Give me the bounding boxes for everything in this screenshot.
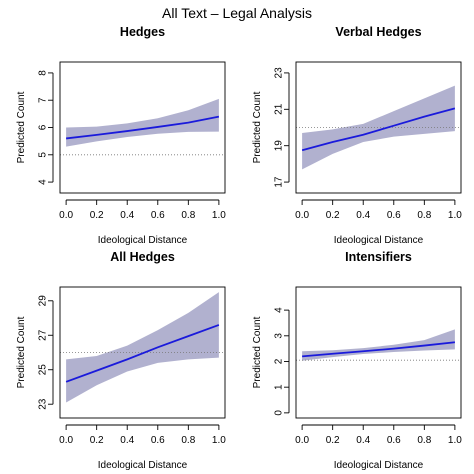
- estimate-line: [66, 115, 220, 140]
- y-axis-label: Predicted Count: [252, 91, 263, 163]
- x-tick-label: 1.0: [212, 435, 226, 446]
- y-tick-label: 3: [274, 333, 285, 339]
- x-axis-label: Ideological Distance: [334, 235, 424, 246]
- x-tick-label: 0.2: [90, 435, 104, 446]
- panel-2: 0.0 0.2 0.4 0.6 0.8 1.0 17 19 21 23 Verbal Hedges I…: [252, 25, 462, 246]
- x-axis-label: Ideological Distance: [98, 460, 188, 471]
- x-tick-label: 0.2: [326, 435, 340, 446]
- estimate-line: [65, 324, 220, 383]
- y-tick-label: 4: [38, 179, 49, 185]
- x-tick-label: 1.0: [212, 210, 226, 221]
- x-tick-label: 0.4: [356, 435, 370, 446]
- y-tick-label: 0: [274, 410, 285, 416]
- y-tick-label: 7: [38, 97, 49, 103]
- panel-1: 0.0 0.2 0.4 0.6 0.8 1.0 4 5 6 7 8 Hedges Ideological…: [16, 25, 226, 246]
- panel-4: 0.0 0.2 0.4 0.6 0.8 1.0 0 1 2 3 4 Intensifiers Ideol…: [252, 250, 462, 471]
- x-tick-label: 0.8: [417, 210, 431, 221]
- x-tick-label: 0.2: [90, 210, 104, 221]
- y-tick-label: 21: [274, 103, 285, 115]
- x-axis-label: Ideological Distance: [98, 235, 188, 246]
- x-tick-label: 0.6: [151, 435, 165, 446]
- x-tick-label: 0.0: [59, 435, 73, 446]
- estimate-line: [301, 107, 456, 152]
- y-tick-label: 6: [38, 124, 49, 130]
- y-axis-label: Predicted Count: [16, 316, 27, 388]
- y-tick-label: 23: [274, 67, 285, 79]
- x-tick-label: 0.8: [417, 435, 431, 446]
- x-tick-label: 1.0: [448, 435, 462, 446]
- x-tick-label: 0.4: [120, 435, 134, 446]
- plot-frame: [59, 286, 226, 419]
- panel-title: Hedges: [120, 25, 165, 39]
- plot-frame: [295, 61, 462, 194]
- panel-title: Verbal Hedges: [335, 25, 421, 39]
- x-axis-label: Ideological Distance: [334, 460, 424, 471]
- x-tick-label: 0.8: [181, 435, 195, 446]
- x-tick-label: 0.6: [151, 210, 165, 221]
- x-tick-label: 0.0: [295, 210, 309, 221]
- panel-3: 0.0 0.2 0.4 0.6 0.8 1.0 23 25 27 29 All Hedges Ideo…: [16, 250, 226, 471]
- panels: 0.0 0.2 0.4 0.6 0.8 1.0 4 5 6 7 8 Hedges Ideological…: [16, 25, 462, 471]
- confidence-band: [66, 98, 219, 147]
- panel-title: All Hedges: [110, 250, 175, 264]
- x-tick-label: 0.0: [295, 435, 309, 446]
- y-tick-label: 27: [38, 329, 49, 341]
- panel-title: Intensifiers: [345, 250, 412, 264]
- y-tick-label: 17: [274, 176, 285, 188]
- y-axis-label: Predicted Count: [252, 316, 263, 388]
- figure-title: All Text – Legal Analysis: [162, 5, 312, 21]
- y-tick-label: 23: [38, 398, 49, 410]
- y-tick-label: 5: [38, 152, 49, 158]
- y-tick-label: 25: [38, 364, 49, 376]
- y-tick-label: 29: [38, 295, 49, 307]
- x-tick-label: 0.4: [356, 210, 370, 221]
- x-tick-label: 0.6: [387, 210, 401, 221]
- x-tick-label: 0.0: [59, 210, 73, 221]
- estimate-line: [302, 341, 455, 358]
- x-tick-label: 1.0: [448, 210, 462, 221]
- x-tick-label: 0.6: [387, 435, 401, 446]
- x-tick-label: 0.2: [326, 210, 340, 221]
- plot-frame: [295, 286, 462, 419]
- x-tick-label: 0.8: [181, 210, 195, 221]
- plot-frame: [59, 61, 226, 194]
- y-tick-label: 19: [274, 140, 285, 152]
- confidence-band: [302, 85, 455, 170]
- y-axis-label: Predicted Count: [16, 91, 27, 163]
- y-tick-label: 8: [38, 70, 49, 76]
- y-tick-label: 4: [274, 307, 285, 313]
- y-tick-label: 2: [274, 358, 285, 364]
- y-tick-label: 1: [274, 384, 285, 390]
- confidence-band: [66, 292, 219, 403]
- x-tick-label: 0.4: [120, 210, 134, 221]
